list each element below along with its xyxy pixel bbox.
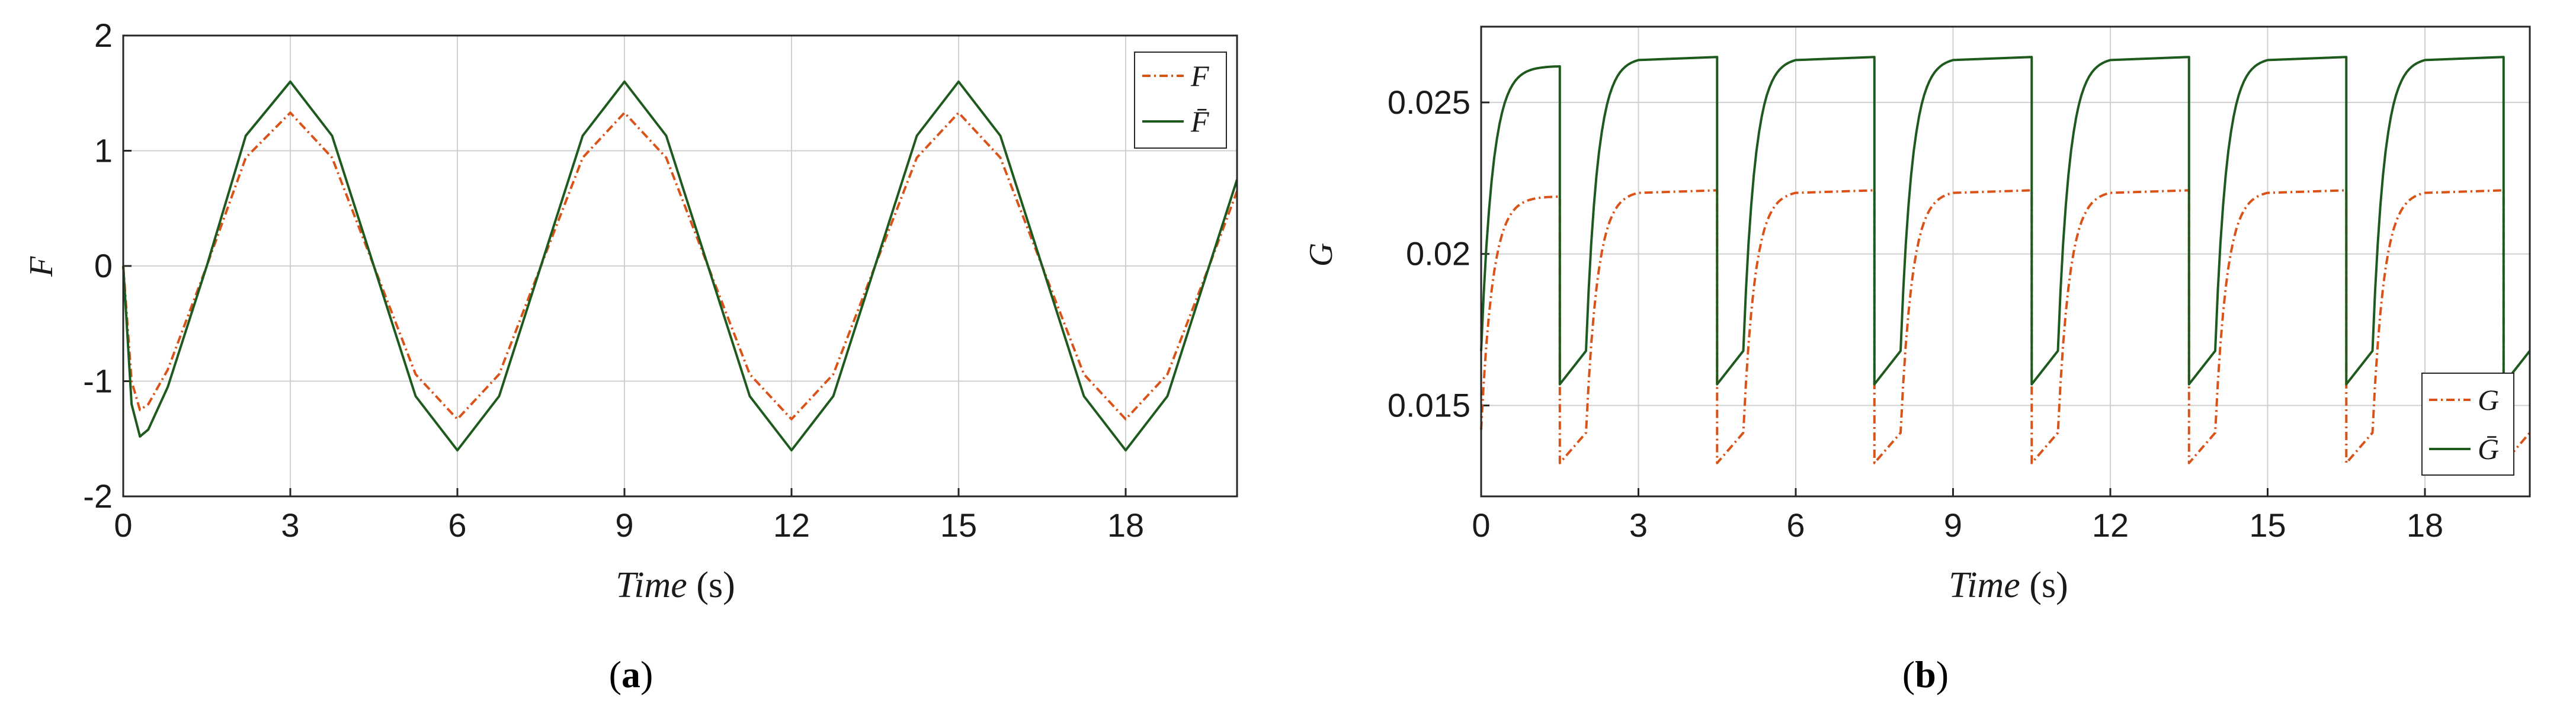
panel-a-xtick-label: 15 bbox=[940, 506, 977, 544]
panel-b-xtick-label: 6 bbox=[1786, 506, 1805, 544]
panel-a-legend-label-fbar: F̄ bbox=[1190, 105, 1209, 138]
panel-a-caption: (a) bbox=[609, 653, 653, 695]
panel-b-xtick-label: 0 bbox=[1472, 506, 1490, 544]
panel-b-series-bar-line bbox=[1480, 56, 2531, 386]
panel-b-tick-labels: 0 3 6 9 12 15 18 0.015 0.02 0.025 bbox=[1388, 84, 2443, 544]
panel-b-xlabel: Time (s) bbox=[1949, 565, 2068, 605]
panel-b-caption: (b) bbox=[1902, 653, 1949, 695]
panel-a-legend: F F̄ bbox=[1134, 52, 1227, 149]
panel-b-legend: G Ḡ bbox=[2421, 373, 2514, 476]
panel-a-series-bar-line bbox=[122, 80, 1238, 452]
panel-b-series-primary-line bbox=[1480, 189, 2531, 464]
panel-a-series bbox=[122, 80, 1238, 452]
panel-a-ytick-label: 1 bbox=[94, 132, 113, 169]
panel-b-legend-label-g: G bbox=[2478, 383, 2499, 416]
panel-b-xtick-label: 15 bbox=[2249, 506, 2286, 544]
panel-a-legend-box bbox=[1134, 52, 1227, 149]
panel-b-ylabel: G bbox=[1303, 243, 1340, 267]
panel-a-axes-frame bbox=[122, 34, 1238, 498]
panel-a-grid bbox=[122, 34, 1237, 498]
panel-a-ytick-label: 0 bbox=[94, 247, 113, 284]
panel-b-legend-label-gbar: Ḡ bbox=[2478, 432, 2499, 466]
panel-b-xtick-label: 3 bbox=[1629, 506, 1648, 544]
panel-a-xtick-label: 9 bbox=[615, 506, 633, 544]
panel-b-legend-box bbox=[2421, 373, 2514, 476]
panel-a-ytick-label: -1 bbox=[83, 363, 113, 400]
panel-a-xlabel: Time (s) bbox=[616, 565, 735, 605]
panel-b-xtick-label: 18 bbox=[2407, 506, 2443, 544]
panel-a-xtick-label: 12 bbox=[773, 506, 810, 544]
panel-b-series bbox=[1480, 56, 2531, 464]
panel-a-ytick-label: 2 bbox=[94, 17, 113, 54]
panel-b-ytick-label: 0.025 bbox=[1388, 84, 1470, 121]
panel-b-axes-frame bbox=[1480, 25, 2531, 498]
panel-a-xtick-label: 3 bbox=[281, 506, 299, 544]
panel-a-xtick-label: 18 bbox=[1107, 506, 1144, 544]
panel-b-xtick-label: 12 bbox=[2092, 506, 2129, 544]
panel-b-xtick-label: 9 bbox=[1944, 506, 1962, 544]
panel-b-grid bbox=[1480, 27, 2530, 496]
panel-a-xtick-label: 6 bbox=[448, 506, 466, 544]
panel-a-legend-label-f: F bbox=[1190, 59, 1209, 92]
panel-a-ytick-label: -2 bbox=[83, 477, 113, 515]
panel-b-ytick-label: 0.015 bbox=[1388, 387, 1470, 424]
panel-a-xtick-label: 0 bbox=[114, 506, 132, 544]
panel-a-ylabel: F bbox=[23, 256, 60, 277]
panel-b-ytick-label: 0.02 bbox=[1406, 235, 1470, 272]
